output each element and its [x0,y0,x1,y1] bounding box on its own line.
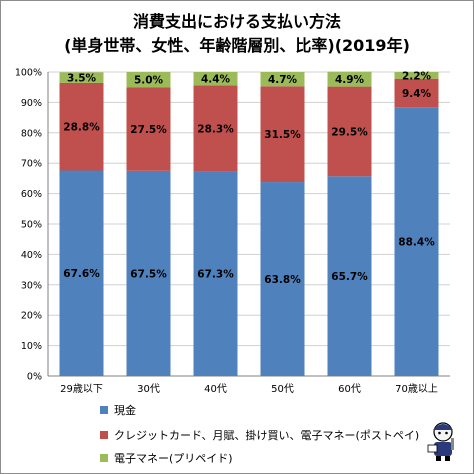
data-label-prepaid: 2.2% [402,70,432,82]
legend-swatch-credit [100,431,108,439]
data-label-prepaid: 4.7% [268,74,298,86]
bar-prepaid [327,71,372,87]
data-label-prepaid: 4.9% [335,74,365,86]
bar-credit [126,87,171,171]
bar-prepaid [59,72,104,83]
bar-prepaid [126,72,171,88]
bar-prepaid [260,72,305,87]
bar-cash [260,182,305,376]
y-tick-label: 50% [21,220,42,231]
data-label-prepaid: 4.4% [201,74,231,86]
x-tick-label: 29歳以下 [60,383,103,395]
y-tick-label: 30% [21,280,42,291]
legend-item-prepaid: 電子マネー(プリペイド) [100,450,233,466]
y-tick-label: 10% [21,341,42,352]
y-tick-label: 100% [15,68,42,79]
legend-label-cash: 現金 [114,404,136,417]
bar-cash [59,170,104,376]
data-label-cash: 63.8% [264,274,301,286]
legend-swatch-cash [100,406,108,414]
bar-credit [260,86,305,183]
y-tick-label: 60% [21,189,42,200]
bar-credit [327,86,372,177]
y-tick-label: 80% [21,128,42,139]
bar-cash [126,170,171,376]
data-label-cash: 67.3% [197,269,234,281]
bar-cash [327,176,372,376]
legend-item-credit: クレジットカード、月賦、掛け買い、電子マネー(ポストペイ) [100,427,419,443]
data-label-cash: 67.5% [130,268,167,280]
y-tick-label: 90% [21,98,42,109]
y-tick-label: 0% [27,372,42,383]
mascot-logo [427,422,454,461]
x-tick-label: 50代 [271,383,294,395]
legend-label-credit: クレジットカード、月賦、掛け買い、電子マネー(ポストペイ) [114,429,420,442]
legend-swatch-prepaid [100,454,108,462]
data-label-credit: 27.5% [130,124,167,136]
bar-credit [193,85,238,172]
data-label-cash: 65.7% [331,271,368,283]
x-tick-label: 40代 [204,383,227,395]
chart-title: 消費支出における支払い方法 [132,12,341,31]
legend-label-prepaid: 電子マネー(プリペイド) [114,452,233,465]
x-tick-label: 60代 [338,383,361,395]
y-tick-label: 20% [21,311,42,322]
bar-credit [59,82,104,171]
y-tick-label: 70% [21,159,42,170]
x-tick-label: 30代 [137,383,160,395]
data-label-credit: 28.8% [63,122,100,134]
y-tick-label: 40% [21,250,42,261]
data-label-credit: 28.3% [197,123,234,135]
bar-cash [394,107,439,376]
data-label-prepaid: 5.0% [134,75,164,87]
data-label-credit: 31.5% [264,129,301,141]
data-label-prepaid: 3.5% [67,73,97,85]
data-label-cash: 88.4% [398,237,435,249]
bar-prepaid [193,72,238,86]
bar-credit [394,78,439,108]
bar-prepaid [394,72,439,79]
data-label-cash: 67.6% [63,268,100,280]
data-label-credit: 29.5% [331,126,368,138]
legend-item-cash: 現金 [100,402,136,418]
bar-cash [193,171,238,376]
data-label-credit: 9.4% [402,88,432,100]
chart-subtitle: (単身世帯、女性、年齢階層別、比率)(2019年) [64,36,410,55]
x-tick-label: 70歳以上 [395,383,438,395]
